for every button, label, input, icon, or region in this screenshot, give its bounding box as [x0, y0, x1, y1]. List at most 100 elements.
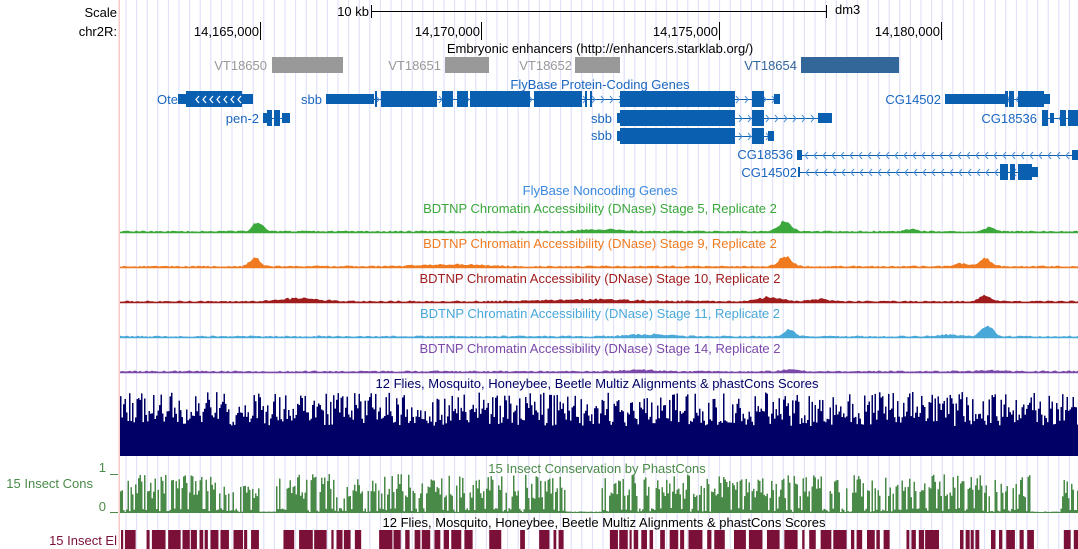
multiz-bar: [526, 403, 528, 456]
strand-arrow-icon: [993, 151, 998, 160]
gene-label-CG18536[interactable]: CG18536: [737, 147, 793, 162]
enhancer-block[interactable]: [272, 57, 343, 73]
enhancer-VT18654[interactable]: VT18654: [744, 57, 899, 73]
dnase-stage11-signal[interactable]: [120, 325, 1078, 339]
gene-label-Ote[interactable]: Ote: [157, 92, 178, 107]
cons-side-label[interactable]: 15 Insect Cons: [6, 476, 93, 491]
gene-model[interactable]: [617, 128, 774, 144]
multiz-bar: [301, 397, 303, 456]
multiz-bar: [151, 413, 153, 456]
multiz-bar: [345, 407, 347, 456]
strand-arrow-icon: [216, 95, 221, 104]
gene-model[interactable]: [263, 110, 290, 126]
conserved-element: [906, 530, 910, 549]
gene-label-CG14502[interactable]: CG14502: [885, 92, 941, 107]
multiz-bar: [399, 425, 401, 456]
gene-models[interactable]: [178, 91, 1078, 180]
multiz-bar: [261, 410, 263, 456]
gene-model[interactable]: [945, 91, 1050, 107]
cons-bar: [717, 493, 719, 512]
utr-block: [242, 94, 253, 104]
dnase-stage9-signal[interactable]: [120, 256, 1078, 269]
elements-side-label[interactable]: 15 Insect El: [49, 533, 117, 548]
multiz-signal[interactable]: [120, 392, 1078, 456]
cons-bar: [619, 481, 621, 512]
gene-label-pen-2[interactable]: pen-2: [226, 111, 259, 126]
gene-model[interactable]: [1042, 110, 1078, 126]
multiz-bar: [739, 408, 741, 456]
cons-bar: [711, 491, 713, 512]
multiz-bar: [589, 421, 591, 456]
enhancer-block[interactable]: [575, 57, 620, 73]
enhancer-VT18651[interactable]: VT18651: [388, 57, 489, 73]
multiz-bar: [657, 405, 659, 456]
cons-bar: [654, 510, 656, 512]
gene-model[interactable]: [617, 110, 832, 126]
multiz-bar: [724, 420, 726, 456]
cons-bar: [244, 485, 246, 512]
cons-bar: [394, 508, 396, 512]
gene-label-sbb[interactable]: sbb: [591, 128, 612, 143]
conserved-element: [959, 530, 964, 549]
multiz-bar: [853, 417, 855, 456]
cons-bar: [1011, 508, 1013, 512]
cons-bar: [610, 492, 612, 512]
cons-bar: [336, 497, 338, 512]
conserved-elements[interactable]: [121, 530, 1078, 549]
cons-bar: [702, 511, 704, 512]
cons-bar: [171, 480, 173, 512]
gene-model[interactable]: [326, 91, 780, 107]
cons-bar: [184, 475, 186, 512]
multiz-bar: [702, 411, 704, 456]
enhancer-VT18650[interactable]: VT18650: [214, 57, 343, 73]
cons-bar: [141, 481, 143, 512]
cons-bar: [604, 478, 606, 512]
cons-bar: [415, 508, 417, 512]
enhancer-block[interactable]: [801, 57, 899, 73]
multiz-bar: [801, 418, 803, 456]
multiz-bar: [486, 407, 488, 456]
multiz-bar: [174, 407, 176, 456]
gene-label-sbb[interactable]: sbb: [301, 92, 322, 107]
dnase-stage10-signal[interactable]: [120, 294, 1078, 304]
multiz-bar: [802, 422, 804, 456]
multiz-bar: [927, 418, 929, 456]
strand-arrow-icon: [223, 95, 228, 104]
multiz-bar: [276, 416, 278, 456]
enhancer-VT18652[interactable]: VT18652: [519, 57, 620, 73]
cons-bar: [909, 478, 911, 512]
gene-label-CG18536[interactable]: CG18536: [981, 111, 1037, 126]
multiz-bar: [358, 393, 360, 456]
gene-label-CG14502[interactable]: CG14502: [741, 165, 797, 180]
multiz-bar: [711, 420, 713, 456]
multiz-bar: [1002, 416, 1004, 456]
multiz-bar: [624, 422, 626, 456]
dnase-stage14-signal[interactable]: [120, 369, 1078, 374]
multiz-bar: [862, 424, 864, 456]
cons-bar: [580, 511, 582, 512]
multiz-bar: [583, 413, 585, 456]
multiz-bar: [175, 413, 177, 456]
gene-model[interactable]: [798, 164, 1038, 180]
multiz-bar: [654, 423, 656, 456]
cons-bar: [756, 491, 758, 512]
cons-bar: [607, 511, 609, 512]
cons-bar: [979, 475, 981, 512]
multiz-bar: [280, 419, 282, 456]
multiz-bar: [571, 407, 573, 456]
dnase-stage5-signal[interactable]: [120, 220, 1078, 234]
cons-bar: [753, 488, 755, 512]
cons-signal[interactable]: [120, 474, 1078, 513]
gene-label-sbb[interactable]: sbb: [591, 111, 612, 126]
gene-model[interactable]: [797, 150, 1078, 160]
enhancer-block[interactable]: [445, 57, 489, 73]
multiz-bar: [322, 410, 324, 456]
cons-bar: [183, 476, 185, 512]
multiz-bar: [795, 400, 797, 456]
multiz-bar: [501, 422, 503, 456]
multiz-bar: [366, 415, 368, 456]
strand-arrow-icon: [895, 168, 900, 177]
gene-model[interactable]: [178, 91, 253, 107]
cons-bar: [705, 510, 707, 512]
